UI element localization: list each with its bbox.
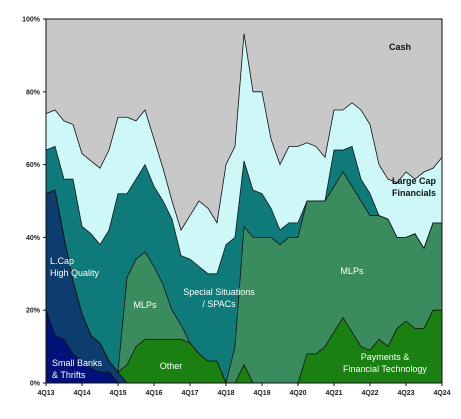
y-axis-ticks: 0% 20% 40% 60% 80% 100% [22, 17, 46, 388]
annotation-label: Special Situations [183, 287, 255, 297]
x-tick-label: 4Q22 [361, 390, 378, 397]
x-axis-ticks: 4Q13 4Q14 4Q15 4Q16 4Q17 4Q18 4Q19 4Q20 4Q21 4Q22… [37, 383, 451, 397]
x-tick-label: 4Q18 [217, 390, 234, 397]
annotation-label: Payments & [361, 352, 410, 362]
y-tick-label: 40% [26, 235, 41, 242]
y-tick-label: 60% [26, 162, 41, 169]
annotation-label: High Quality [50, 268, 100, 278]
x-tick-label: 4Q14 [73, 390, 90, 397]
annotation-label: L.Cap [50, 256, 74, 266]
annotation-label: & Thrifts [52, 370, 86, 380]
x-tick-label: 4Q16 [145, 390, 162, 397]
annotation-label: Other [160, 361, 183, 371]
annotation-label: Cash [389, 42, 411, 52]
annotation-label: Financials [392, 188, 436, 198]
x-tick-label: 4Q15 [109, 390, 126, 397]
y-tick-label: 80% [26, 89, 41, 96]
x-tick-label: 4Q20 [289, 390, 306, 397]
annotation-label: MLPs [133, 300, 157, 310]
y-tick-label: 100% [22, 17, 41, 24]
series-boundary-line [45, 145, 442, 275]
y-tick-label: 0% [30, 381, 41, 388]
x-tick-label: 4Q19 [253, 390, 270, 397]
x-tick-label: 4Q21 [325, 390, 342, 397]
annotation-label: / SPACs [202, 299, 236, 309]
series-boundary-line [45, 171, 442, 385]
annotation-label: Financial Technology [343, 364, 427, 374]
y-tick-label: 20% [26, 308, 41, 315]
x-tick-label: 4Q23 [397, 390, 414, 397]
plot-border [45, 18, 443, 384]
x-tick-label: 4Q24 [433, 390, 450, 397]
annotation-label: Large Cap [392, 176, 437, 186]
annotation-label: Small Banks [52, 358, 103, 368]
x-tick-label: 4Q13 [37, 390, 54, 397]
area-annotations: Cash Large Cap Financials L.Cap High Quality… [50, 42, 437, 380]
plot-frame [45, 18, 443, 384]
annotation-label: MLPs [340, 266, 364, 276]
area-layers [45, 18, 443, 385]
x-tick-label: 4Q17 [181, 390, 198, 397]
series-boundary-line [45, 33, 443, 232]
